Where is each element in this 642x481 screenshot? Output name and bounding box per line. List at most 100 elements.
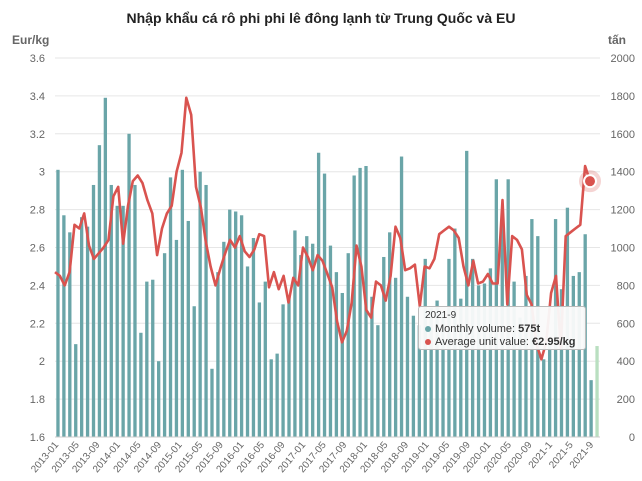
volume-bar [352,175,356,438]
volume-bar [115,205,119,437]
volume-bar [245,266,250,437]
volume-bar [370,296,374,437]
volume-bar [74,344,78,437]
volume-bar [192,306,196,437]
volume-bar [151,279,155,437]
y-left-tick-label: 2.2 [30,318,45,330]
y-left-tick-label: 2 [39,356,45,368]
volume-bar [488,268,493,437]
volume-bar [311,243,315,437]
y-right-axis-label: tấn [608,33,626,47]
y-left-tick-label: 3.2 [30,129,45,141]
volume-bar [62,215,66,437]
volume-bar [133,184,137,437]
volume-bar [103,97,108,438]
price-line [54,96,601,361]
tooltip-price-row: Average unit value: €2.95/kg [425,336,579,349]
volume-bar [512,281,516,437]
volume-bar [376,325,380,437]
tooltip-volume-value: 575t [518,323,541,335]
chart-title: Nhập khẩu cá rô phi phi lê đông lạnh từ … [126,10,516,26]
volume-bar [257,302,262,437]
y-right-tick-label: 0 [629,432,635,444]
volume-bar [263,281,267,437]
y-right-tick-label: 400 [617,356,635,368]
volume-bar [198,171,202,437]
volume-bar [127,133,131,438]
tooltip-price-value: €2.95/kg [532,336,576,348]
volume-bar [275,353,279,437]
y-left-tick-label: 1.6 [30,432,45,444]
volume-bars [56,97,599,438]
volume-bar [91,184,96,437]
highlight-halo [579,170,601,193]
y-left-tick-label: 2.6 [30,243,45,255]
volume-bar [204,184,208,437]
volume-bar [251,238,256,437]
volume-bar [281,304,285,437]
y-left-tick-label: 3.6 [30,53,45,65]
volume-bar [465,150,469,438]
volume-bar [518,317,522,437]
volume-bar [459,298,463,437]
y-left-tick-label: 3 [39,167,45,179]
volume-bar [174,239,179,437]
volume-bar [157,361,161,437]
volume-bar [429,308,433,437]
volume-bar [393,277,398,437]
volume-bar [162,253,167,437]
volume-bar [411,315,416,437]
volume-bar [79,217,84,437]
highlight-point [583,174,597,189]
tooltip-volume-row: Monthly volume: 575t [425,323,579,336]
volume-bar [346,253,350,437]
y-right-tick-label: 200 [617,394,635,406]
volume-bar [405,296,410,437]
y-left-tick-label: 1.8 [30,394,45,406]
volume-bar [316,152,321,437]
volume-bar [97,145,102,438]
volume-bar [186,220,190,437]
chart-tooltip: 2021-9 Monthly volume: 575t Average unit… [418,306,586,350]
volume-bar [524,275,528,437]
volume-bar [328,245,333,437]
y-right-tick-label: 600 [617,318,635,330]
volume-bar [382,256,386,437]
y-left-tick-label: 2.8 [30,205,45,217]
volume-bar [234,211,238,437]
volume-bar [228,209,232,437]
volume-bar [269,359,273,437]
volume-bar [542,359,546,437]
volume-bar [559,289,564,437]
price-legend-dot [425,339,431,346]
volume-bar [388,232,392,437]
price-line-path [54,96,592,361]
volume-bar [476,285,481,437]
volume-bar [441,311,445,437]
volume-bar [435,300,439,437]
volume-bar [287,296,291,437]
gridlines [55,57,600,438]
y-right-tick-label: 1000 [611,243,635,255]
volume-bar [299,255,303,437]
volume-bar [305,236,309,437]
y-left-tick-label: 2.4 [30,280,45,292]
volume-bar [168,177,173,437]
volume-bar [595,346,599,437]
y-right-tick-label: 1400 [611,167,635,179]
volume-bar [210,368,214,437]
volume-bar [577,272,581,437]
volume-bar [482,283,487,437]
volume-bar [589,380,593,437]
volume-bar [139,332,143,437]
y-right-tick-label: 1200 [611,205,635,217]
volume-bar [56,169,60,437]
tooltip-price-label: Average unit value: [435,336,529,348]
volume-bar [216,272,220,437]
y-right-tick-label: 1800 [611,91,635,103]
volume-bar [358,167,362,437]
tooltip-volume-label: Monthly volume: [435,323,516,335]
volume-bar [145,281,149,437]
volume-bar [399,156,404,438]
